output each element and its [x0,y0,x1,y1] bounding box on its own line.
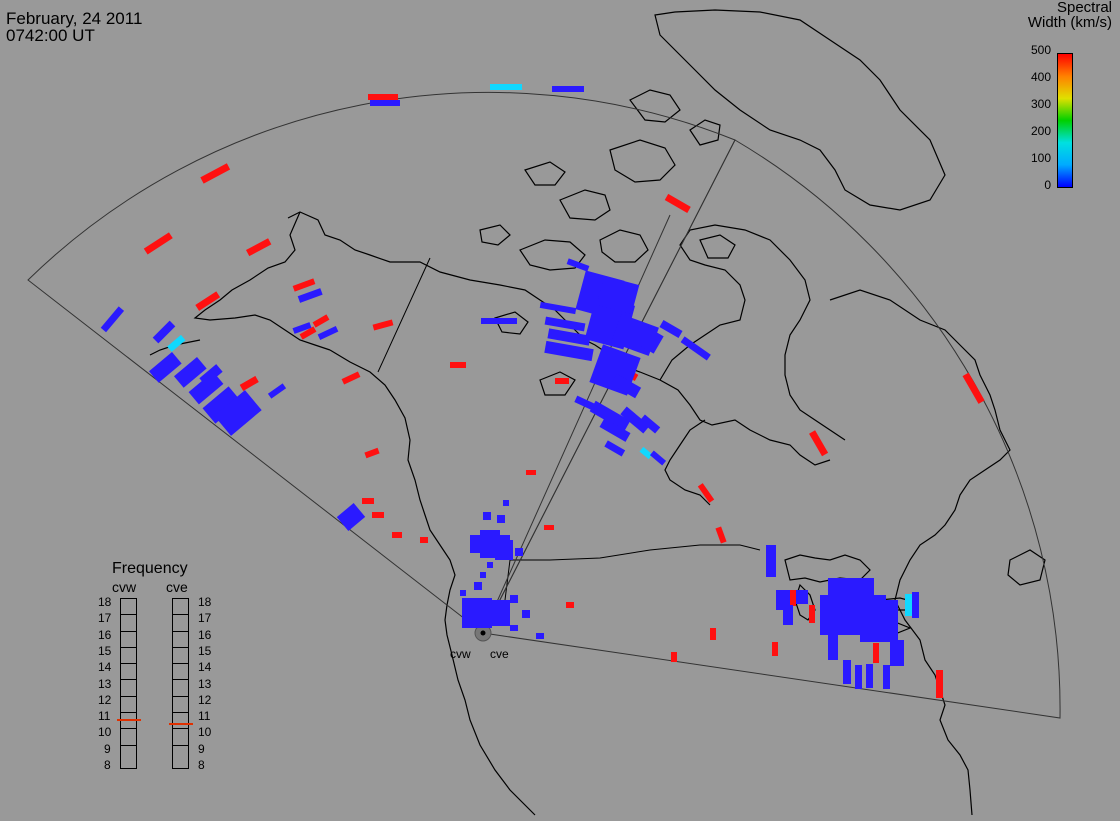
frequency-level-label: 15 [198,643,212,658]
legend-tick: 400 [1030,70,1051,84]
frequency-level-label: 9 [198,741,205,756]
frequency-site-cvw: cvw [112,579,137,595]
color-scale-bar [1057,53,1073,188]
frequency-title: Frequency [112,560,188,577]
frequency-level-label: 10 [98,725,112,740]
radar-site-label-cvw: cvw [450,647,471,661]
date-label: February, 24 2011 [6,9,143,28]
backscatter-echoes [100,84,985,698]
frequency-column-cvw [120,598,137,769]
frequency-level-label: 15 [98,643,112,658]
frequency-level-label: 17 [98,611,112,626]
time-label: 0742:00 UT [6,26,95,45]
frequency-site-cve: cve [166,579,188,595]
frequency-level-label: 11 [98,709,111,724]
frequency-level-label: 13 [98,676,112,691]
frequency-level-label: 16 [98,627,112,642]
frequency-level-label: 17 [198,611,212,626]
frequency-marker-cvw [117,719,141,722]
frequency-level-label: 8 [198,758,205,772]
frequency-level-label: 18 [98,595,112,609]
borders [377,257,761,601]
frequency-level-label: 12 [198,692,212,707]
frequency-level-label: 14 [198,660,212,675]
legend-title-line2: Width (km/s) [1027,14,1112,31]
legend-tick: 200 [1030,124,1051,138]
frequency-level-label: 16 [198,627,212,642]
legend-title-line1: Spectral [1056,0,1112,16]
radar-site-label-cve: cve [490,647,509,661]
legend-title: Spectral Width (km/s) [1028,0,1112,30]
frequency-level-label: 13 [198,676,212,691]
legend-tick: 300 [1030,97,1051,111]
frequency-level-label: 18 [198,595,212,609]
legend-tick: 0 [1044,178,1051,192]
frequency-marker-cve [169,722,193,725]
frequency-column-cve [172,598,189,769]
frequency-level-label: 11 [198,709,211,724]
frequency-level-label: 9 [104,741,111,756]
legend-tick: 500 [1030,43,1051,57]
frequency-level-label: 10 [198,725,212,740]
coastlines [149,9,1046,816]
frequency-level-label: 14 [98,660,112,675]
frequency-level-label: 8 [104,758,111,772]
legend-tick: 100 [1030,151,1051,165]
frequency-level-label: 12 [98,692,112,707]
